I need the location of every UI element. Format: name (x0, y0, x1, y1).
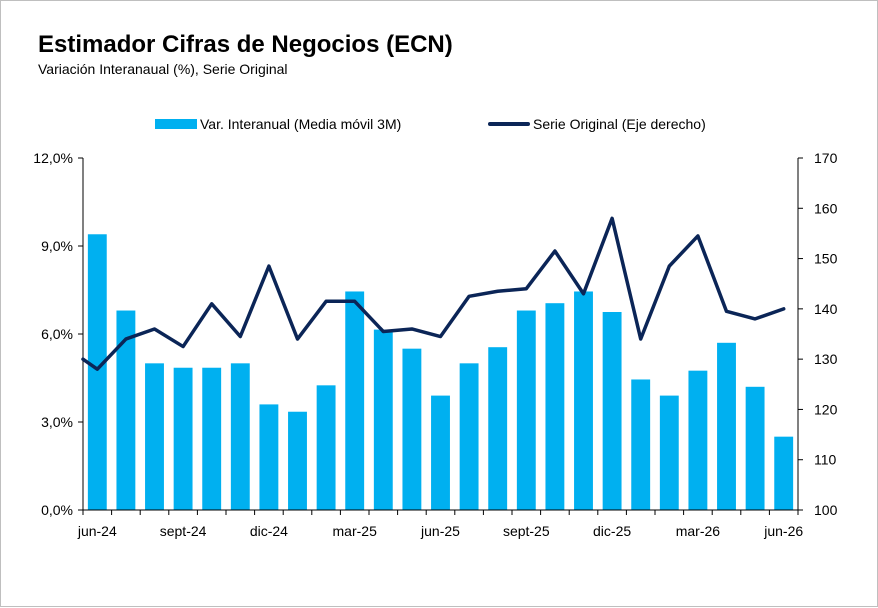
y-right-tick-label: 130 (814, 351, 838, 367)
bar-may-25 (402, 348, 422, 510)
y-left-tick-label: 0,0% (41, 502, 73, 518)
bar-ene-26 (631, 379, 651, 510)
bar-oct-24 (202, 367, 222, 510)
y-left-tick-label: 6,0% (41, 326, 73, 342)
legend-bar-swatch (155, 119, 197, 129)
bar-feb-25 (316, 385, 336, 510)
bar-nov-25 (574, 291, 593, 510)
bar-nov-24 (230, 363, 250, 510)
y-right-tick-label: 170 (814, 150, 838, 166)
y-left-tick-label: 3,0% (41, 414, 73, 430)
x-tick-label: jun-25 (420, 523, 460, 539)
bar-sept-24 (173, 367, 193, 510)
x-tick-label: sept-24 (160, 523, 207, 539)
bar-may-26 (745, 386, 765, 510)
legend-item-bars: Var. Interanual (Media móvil 3M) (155, 116, 401, 132)
bar-jun-25 (431, 395, 450, 510)
bar-dic-25 (602, 312, 622, 510)
x-tick-label: mar-26 (676, 523, 721, 539)
bar-jul-25 (459, 363, 479, 510)
bar-sept-25 (516, 310, 536, 510)
legend-line-label: Serie Original (Eje derecho) (533, 116, 706, 132)
bar-mar-25 (345, 291, 365, 510)
bar-ago-25 (488, 347, 508, 510)
bar-abr-25 (373, 329, 393, 510)
bar-feb-26 (659, 395, 679, 510)
y-right-tick-label: 110 (814, 452, 837, 468)
y-right-tick-label: 100 (814, 502, 838, 518)
bar-jun-26 (774, 436, 794, 510)
y-left-tick-label: 9,0% (41, 238, 73, 254)
legend-item-line: Serie Original (Eje derecho) (488, 116, 706, 132)
x-tick-label: jun-26 (763, 523, 803, 539)
x-tick-label: dic-25 (593, 523, 631, 539)
legend-line-swatch (488, 122, 530, 126)
series-line-serie-original (81, 216, 786, 371)
bar-ene-25 (288, 411, 307, 510)
y-right-tick-label: 160 (814, 200, 838, 216)
chart-legend: Var. Interanual (Media móvil 3M) Serie O… (1, 116, 878, 136)
bar-jun-24 (87, 234, 107, 510)
legend-bars-label: Var. Interanual (Media móvil 3M) (200, 116, 402, 132)
chart-title: Estimador Cifras de Negocios (ECN) (38, 31, 453, 58)
x-tick-label: dic-24 (250, 523, 288, 539)
bar-dic-24 (259, 404, 279, 510)
bar-jul-24 (116, 310, 136, 510)
y-right-tick-label: 150 (814, 251, 838, 267)
bar-mar-26 (688, 370, 708, 510)
chart-subtitle: Variación Interanaual (%), Serie Origina… (38, 61, 288, 77)
y-right-tick-label: 140 (814, 301, 838, 317)
bar-oct-25 (545, 303, 565, 510)
bar-abr-26 (717, 342, 736, 510)
x-tick-label: mar-25 (333, 523, 378, 539)
bar-ago-24 (145, 363, 164, 510)
x-tick-label: sept-25 (503, 523, 550, 539)
x-tick-label: jun-24 (77, 523, 117, 539)
y-left-tick-label: 12,0% (33, 150, 73, 166)
y-right-tick-label: 120 (814, 401, 838, 417)
